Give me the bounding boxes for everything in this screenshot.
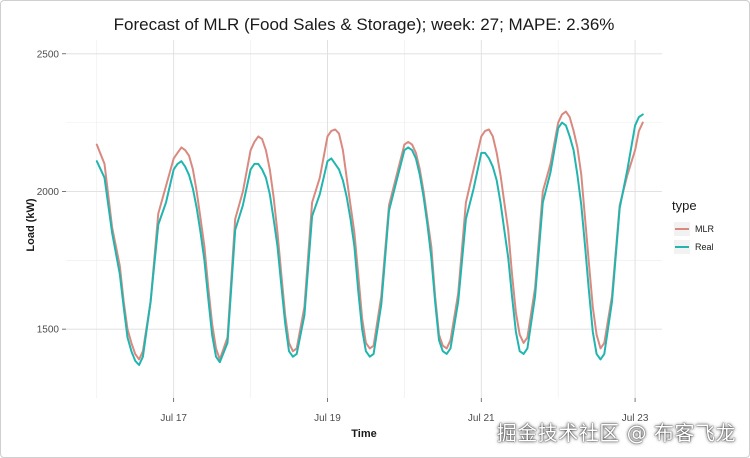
x-tick-label: Jul 17 — [160, 413, 187, 424]
legend: type MLR Real — [672, 198, 715, 254]
plot-grid — [66, 40, 662, 398]
series-line-real — [95, 113, 644, 366]
watermark-text: 掘金技术社区 @ 布客飞龙 — [496, 421, 736, 445]
legend-label-mlr: MLR — [695, 224, 715, 234]
y-axis-title: Load (kW) — [25, 198, 37, 251]
x-tick-label: Jul 23 — [622, 413, 649, 424]
legend-label-real: Real — [695, 242, 714, 252]
legend-title: type — [672, 198, 697, 213]
series-line-mlr — [95, 110, 644, 361]
axis-ticks: 1500 2000 2500 Jul 17 Jul 19 Jul 21 Jul 23 — [37, 49, 649, 424]
y-tick-label: 2500 — [37, 49, 60, 60]
x-axis-title: Time — [351, 428, 376, 440]
plot-series — [95, 110, 644, 366]
x-tick-label: Jul 21 — [468, 413, 495, 424]
chart-title: Forecast of MLR (Food Sales & Storage); … — [114, 15, 615, 34]
x-tick-label: Jul 19 — [314, 413, 341, 424]
y-tick-label: 2000 — [37, 187, 60, 198]
y-tick-label: 1500 — [37, 325, 60, 336]
